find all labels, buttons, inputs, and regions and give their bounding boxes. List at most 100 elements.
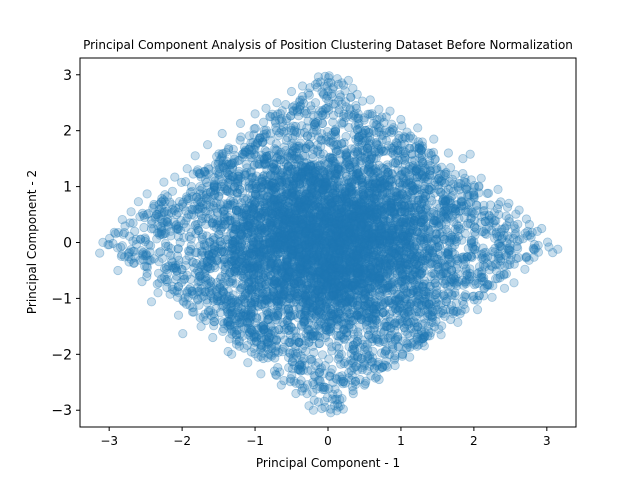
scatter-point <box>311 300 321 310</box>
scatter-point <box>327 240 337 250</box>
scatter-point <box>387 339 398 349</box>
scatter-point <box>424 244 434 255</box>
scatter-point <box>349 226 359 236</box>
scatter-point <box>307 195 318 205</box>
scatter-point <box>382 188 392 198</box>
scatter-point <box>374 290 384 301</box>
scatter-point <box>368 272 378 283</box>
scatter-point <box>327 267 337 277</box>
scatter-point <box>376 130 387 140</box>
scatter-point <box>260 238 270 248</box>
scatter-point <box>274 176 285 186</box>
scatter-point <box>305 266 316 276</box>
scatter-point <box>314 132 324 142</box>
scatter-point <box>322 257 332 268</box>
scatter-point <box>352 295 362 306</box>
scatter-point <box>290 219 300 229</box>
scatter-point <box>333 232 343 242</box>
scatter-point <box>339 269 349 280</box>
scatter-point <box>458 280 468 290</box>
scatter-point <box>288 187 298 197</box>
scatter-point <box>413 196 423 206</box>
scatter-point <box>396 246 406 257</box>
scatter-point <box>177 264 187 275</box>
scatter-point <box>330 289 340 299</box>
scatter-point <box>364 191 374 201</box>
scatter-point <box>296 171 306 181</box>
scatter-point <box>405 301 415 312</box>
scatter-point <box>398 173 408 183</box>
scatter-point <box>334 212 344 222</box>
scatter-point <box>181 299 192 309</box>
scatter-point <box>397 306 407 316</box>
scatter-point <box>295 302 306 312</box>
scatter-point <box>311 277 321 287</box>
scatter-point <box>382 181 392 191</box>
scatter-point <box>379 163 389 174</box>
scatter-point <box>389 248 400 258</box>
scatter-point <box>267 253 277 263</box>
scatter-point <box>333 242 344 253</box>
scatter-point <box>391 232 401 242</box>
scatter-point <box>431 234 442 244</box>
scatter-point <box>484 280 494 290</box>
scatter-point <box>306 177 316 187</box>
scatter-point <box>451 209 461 219</box>
scatter-point <box>320 267 330 278</box>
scatter-point <box>390 158 400 168</box>
scatter-point <box>335 313 345 323</box>
scatter-point <box>326 291 336 301</box>
scatter-point <box>353 327 363 337</box>
scatter-point <box>336 349 346 359</box>
scatter-point <box>244 222 254 233</box>
scatter-point <box>282 215 292 225</box>
scatter-point <box>354 252 364 263</box>
scatter-point <box>255 249 265 260</box>
scatter-point <box>212 255 222 266</box>
scatter-point <box>235 310 245 320</box>
scatter-point <box>338 250 348 260</box>
scatter-point <box>329 212 339 222</box>
scatter-point <box>316 211 326 221</box>
scatter-point <box>316 142 326 152</box>
scatter-point <box>296 168 307 179</box>
scatter-point <box>227 326 237 336</box>
scatter-point <box>370 290 380 301</box>
scatter-point <box>418 194 428 204</box>
scatter-point <box>267 195 277 205</box>
scatter-point <box>447 211 458 221</box>
scatter-point <box>223 200 233 210</box>
scatter-point <box>387 228 397 238</box>
scatter-point <box>297 250 307 260</box>
scatter-point <box>316 277 326 288</box>
scatter-point <box>239 254 249 264</box>
chart-title: Principal Component Analysis of Position… <box>83 38 573 52</box>
scatter-point <box>340 145 350 155</box>
scatter-point <box>240 225 250 235</box>
scatter-point <box>187 257 197 267</box>
scatter-point <box>272 290 282 301</box>
scatter-point <box>338 311 349 321</box>
scatter-point <box>209 240 219 250</box>
scatter-point <box>373 263 383 273</box>
scatter-point <box>247 267 257 277</box>
scatter-point <box>285 181 295 191</box>
plot-area <box>95 71 563 418</box>
scatter-point <box>349 257 359 267</box>
scatter-point <box>353 148 363 158</box>
scatter-point <box>327 223 337 233</box>
scatter-point <box>302 289 312 299</box>
scatter-point <box>432 216 442 226</box>
scatter-point <box>340 203 350 213</box>
scatter-point <box>347 211 357 221</box>
scatter-point <box>372 167 382 178</box>
scatter-point <box>272 315 283 325</box>
scatter-point <box>396 256 406 266</box>
scatter-point <box>247 203 257 213</box>
scatter-point <box>275 302 285 312</box>
scatter-point <box>367 277 377 287</box>
scatter-point <box>327 199 337 209</box>
scatter-point <box>348 150 359 160</box>
scatter-point <box>259 325 269 335</box>
scatter-point <box>247 152 257 162</box>
